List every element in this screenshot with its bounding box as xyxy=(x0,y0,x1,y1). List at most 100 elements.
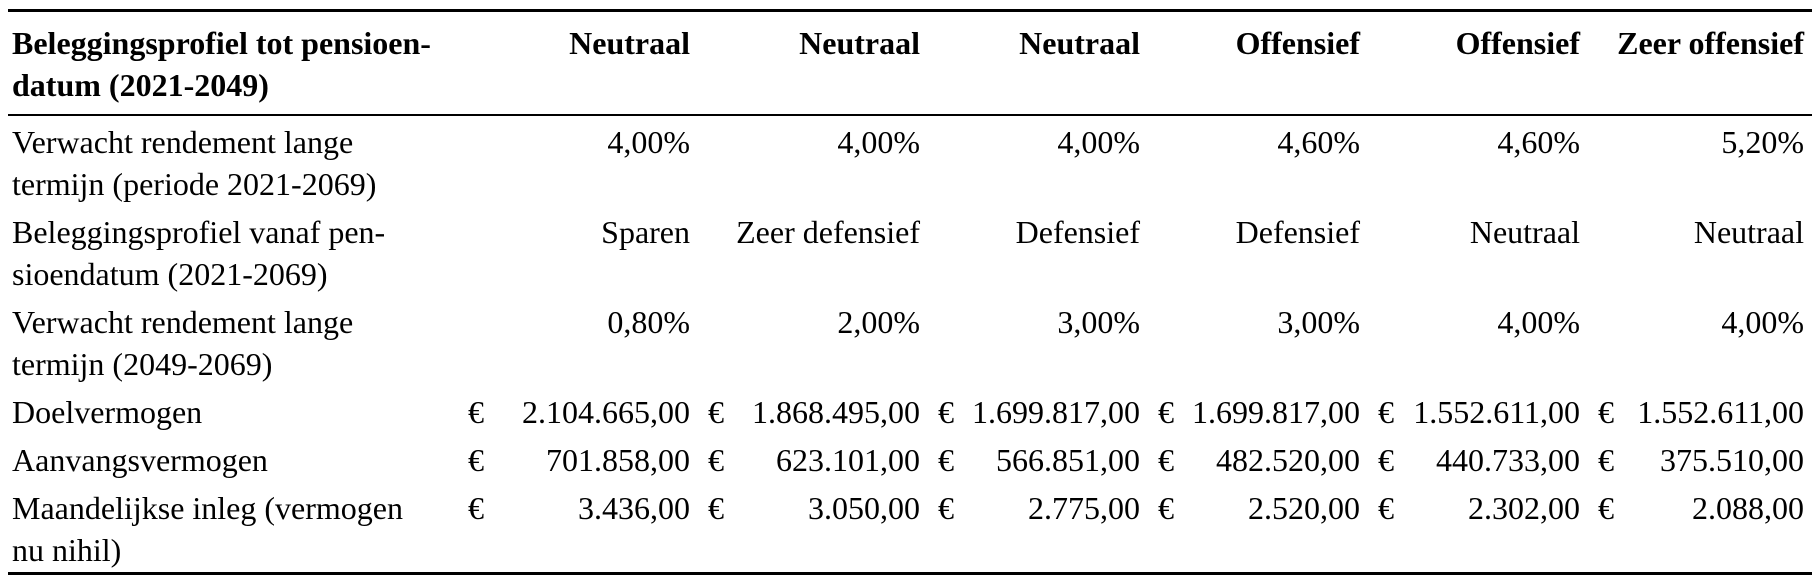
euro-sign: € xyxy=(1158,490,1174,526)
column-header-offensief-1: Offensief xyxy=(1148,10,1368,116)
row-label: Doelvermogen xyxy=(8,386,458,434)
currency-cell: €1.699.817,00 xyxy=(928,386,1148,434)
row-label: Verwacht rendement lange termijn (period… xyxy=(8,115,458,206)
amount: 623.101,00 xyxy=(776,442,920,478)
amount: 1.552.611,00 xyxy=(1637,394,1804,430)
amount: 3.436,00 xyxy=(578,490,690,526)
amount: 2.775,00 xyxy=(1028,490,1140,526)
row-label-line: Maandelijkse inleg (vermogen xyxy=(12,490,403,526)
value-cell: 5,20% xyxy=(1721,124,1804,160)
amount: 482.520,00 xyxy=(1216,442,1360,478)
euro-sign: € xyxy=(938,490,954,526)
currency-cell: €1.699.817,00 xyxy=(1148,386,1368,434)
value-cell: 3,00% xyxy=(1057,304,1140,340)
amount: 2.302,00 xyxy=(1468,490,1580,526)
table-header: Beleggingsprofiel tot pensioen- datum (2… xyxy=(8,10,1812,116)
row-label: Beleggingsprofiel vanaf pen- sioendatum … xyxy=(8,206,458,296)
amount: 1.552.611,00 xyxy=(1413,394,1580,430)
table-row-aanvangsvermogen: Aanvangsvermogen €701.858,00 €623.101,00… xyxy=(8,434,1812,482)
euro-sign: € xyxy=(468,394,484,430)
currency-cell: €482.520,00 xyxy=(1148,434,1368,482)
value-cell: 0,80% xyxy=(607,304,690,340)
currency-cell: €3.050,00 xyxy=(698,482,928,574)
currency-cell: €2.088,00 xyxy=(1588,482,1812,574)
amount: 2.088,00 xyxy=(1692,490,1804,526)
euro-sign: € xyxy=(1378,490,1394,526)
euro-sign: € xyxy=(938,442,954,478)
value-cell: 4,00% xyxy=(837,124,920,160)
row-label-line: Doelvermogen xyxy=(12,394,203,430)
column-header-neutraal-1: Neutraal xyxy=(458,10,698,116)
row-label-line: sioendatum (2021-2069) xyxy=(12,256,328,292)
amount: 701.858,00 xyxy=(546,442,690,478)
table-title-line: Beleggingsprofiel tot pensioen- xyxy=(12,25,431,61)
currency-cell: €701.858,00 xyxy=(458,434,698,482)
value-cell: 4,00% xyxy=(607,124,690,160)
column-header-offensief-2: Offensief xyxy=(1368,10,1588,116)
row-label: Verwacht rendement lange termijn (2049-2… xyxy=(8,296,458,386)
value-cell: 3,00% xyxy=(1277,304,1360,340)
header-row: Beleggingsprofiel tot pensioen- datum (2… xyxy=(8,10,1812,116)
currency-cell: €1.868.495,00 xyxy=(698,386,928,434)
value-cell: 4,00% xyxy=(1497,304,1580,340)
amount: 1.868.495,00 xyxy=(752,394,920,430)
beleggingsprofiel-table: Beleggingsprofiel tot pensioen- datum (2… xyxy=(8,9,1812,575)
value-cell: Defensief xyxy=(1015,214,1140,250)
euro-sign: € xyxy=(708,394,724,430)
table-title-line: datum (2021-2049) xyxy=(12,67,269,103)
amount: 1.699.817,00 xyxy=(972,394,1140,430)
value-cell: 4,60% xyxy=(1277,124,1360,160)
table-row-doelvermogen: Doelvermogen €2.104.665,00 €1.868.495,00… xyxy=(8,386,1812,434)
amount: 1.699.817,00 xyxy=(1192,394,1360,430)
amount: 3.050,00 xyxy=(808,490,920,526)
value-cell: Sparen xyxy=(601,214,690,250)
value-cell: 4,00% xyxy=(1721,304,1804,340)
table-row-verwacht-rendement-tot: Verwacht rendement lange termijn (period… xyxy=(8,115,1812,206)
row-label-line: Beleggingsprofiel vanaf pen- xyxy=(12,214,386,250)
currency-cell: €2.302,00 xyxy=(1368,482,1588,574)
row-label-line: termijn (2049-2069) xyxy=(12,346,273,382)
euro-sign: € xyxy=(938,394,954,430)
currency-cell: €2.775,00 xyxy=(928,482,1148,574)
currency-cell: €2.104.665,00 xyxy=(458,386,698,434)
currency-cell: €1.552.611,00 xyxy=(1588,386,1812,434)
value-cell: Neutraal xyxy=(1693,214,1804,250)
row-label-line: nu nihil) xyxy=(12,532,122,568)
euro-sign: € xyxy=(1158,442,1174,478)
currency-cell: €566.851,00 xyxy=(928,434,1148,482)
column-header-neutraal-3: Neutraal xyxy=(928,10,1148,116)
value-cell: Defensief xyxy=(1235,214,1360,250)
currency-cell: €2.520,00 xyxy=(1148,482,1368,574)
amount: 440.733,00 xyxy=(1436,442,1580,478)
amount: 566.851,00 xyxy=(996,442,1140,478)
euro-sign: € xyxy=(1158,394,1174,430)
row-label-line: termijn (periode 2021-2069) xyxy=(12,166,377,202)
table-row-maandelijkse-inleg: Maandelijkse inleg (vermogen nu nihil) €… xyxy=(8,482,1812,574)
amount: 375.510,00 xyxy=(1660,442,1804,478)
euro-sign: € xyxy=(1378,442,1394,478)
euro-sign: € xyxy=(708,490,724,526)
euro-sign: € xyxy=(1598,490,1614,526)
currency-cell: €440.733,00 xyxy=(1368,434,1588,482)
value-cell: Zeer defensief xyxy=(736,214,920,250)
row-label: Aanvangsvermogen xyxy=(8,434,458,482)
table-row-profiel-vanaf: Beleggingsprofiel vanaf pen- sioendatum … xyxy=(8,206,1812,296)
euro-sign: € xyxy=(1598,442,1614,478)
row-label-line: Aanvangsvermogen xyxy=(12,442,268,478)
currency-cell: €3.436,00 xyxy=(458,482,698,574)
currency-cell: €1.552.611,00 xyxy=(1368,386,1588,434)
euro-sign: € xyxy=(708,442,724,478)
column-header-zeer-offensief: Zeer offensief xyxy=(1588,10,1812,116)
value-cell: 4,60% xyxy=(1497,124,1580,160)
value-cell: 4,00% xyxy=(1057,124,1140,160)
amount: 2.520,00 xyxy=(1248,490,1360,526)
euro-sign: € xyxy=(468,490,484,526)
table-row-verwacht-rendement-vanaf: Verwacht rendement lange termijn (2049-2… xyxy=(8,296,1812,386)
value-cell: Neutraal xyxy=(1469,214,1580,250)
row-label: Maandelijkse inleg (vermogen nu nihil) xyxy=(8,482,458,574)
row-label-line: Verwacht rendement lange xyxy=(12,124,354,160)
euro-sign: € xyxy=(468,442,484,478)
amount: 2.104.665,00 xyxy=(522,394,690,430)
row-label-line: Verwacht rendement lange xyxy=(12,304,354,340)
